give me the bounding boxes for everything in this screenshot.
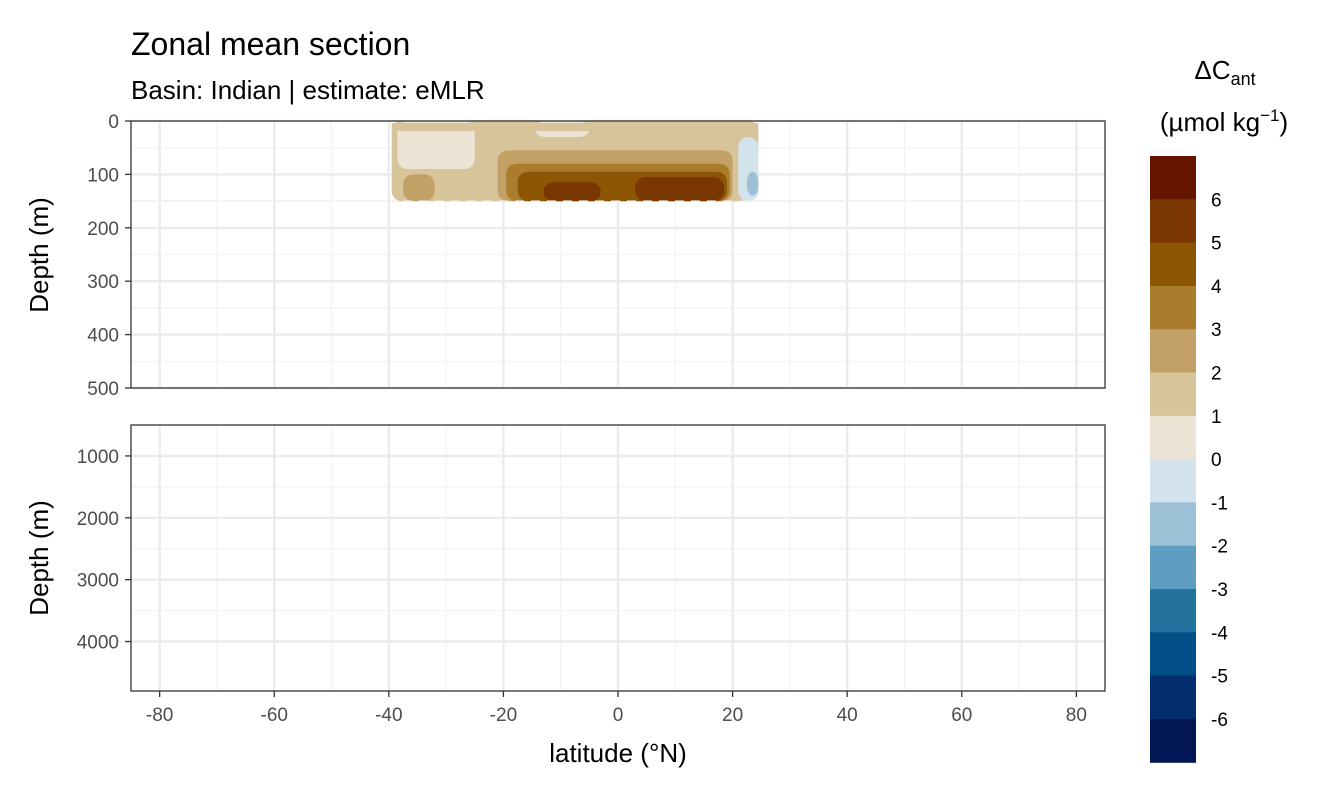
- y-tick-label: 300: [87, 272, 119, 293]
- y-tick-label: 2000: [77, 509, 119, 530]
- y-tick-label: 400: [87, 326, 119, 347]
- x-tick-label: -40: [375, 705, 402, 726]
- legend-swatch: [1150, 502, 1196, 547]
- legend-swatch: [1150, 285, 1196, 330]
- panel-border: [130, 120, 1106, 389]
- y-axis-label-upper: Depth (m): [24, 197, 54, 313]
- legend-swatch: [1150, 589, 1196, 633]
- legend-swatch: [1150, 459, 1196, 503]
- y-tick-label: 4000: [77, 633, 119, 654]
- legend-label: 6: [1211, 190, 1222, 211]
- y-tick-label: 0: [108, 112, 119, 133]
- legend-label: -6: [1211, 710, 1228, 731]
- x-tick-label: -80: [146, 705, 173, 726]
- legend-swatch: [1150, 199, 1196, 244]
- contour-band-level-2: [403, 174, 435, 202]
- legend-swatch: [1150, 675, 1196, 720]
- contour-band-level-5: [635, 177, 724, 202]
- y-axis-label-lower: Depth (m): [24, 500, 54, 616]
- contour-band-level-0: [397, 121, 475, 170]
- upper-depth-panel: 0 100 200 300 400 500: [87, 112, 1106, 400]
- legend-swatch: [1150, 242, 1196, 287]
- legend-label: 3: [1211, 320, 1222, 341]
- legend-swatch: [1150, 372, 1196, 417]
- legend-label: -1: [1211, 493, 1228, 514]
- legend-label: 5: [1211, 234, 1222, 255]
- y-tick-label: 500: [87, 379, 119, 400]
- legend-title-sub: ant: [1231, 69, 1256, 89]
- legend-swatch: [1150, 632, 1196, 677]
- legend-units-main: (µmol kg: [1160, 107, 1260, 137]
- legend-swatch: [1150, 329, 1196, 374]
- legend-title-main: ΔC: [1194, 55, 1230, 85]
- y-tick-label: 100: [87, 165, 119, 186]
- x-tick-label: 60: [951, 705, 972, 726]
- legend-label: -3: [1211, 580, 1228, 601]
- y-tick-label: 200: [87, 219, 119, 240]
- chart-title: Zonal mean section: [131, 26, 410, 62]
- legend-swatch: [1150, 718, 1196, 763]
- x-tick-label: 0: [613, 705, 624, 726]
- legend-units: (µmol kg−1): [1160, 106, 1288, 137]
- chart-subtitle: Basin: Indian | estimate: eMLR: [131, 75, 485, 105]
- color-legend: ΔCant (µmol kg−1) 6 5 4 3 2 1 0 -1 -2 -3 -4 -5 -6: [1150, 55, 1288, 763]
- legend-label: 0: [1211, 450, 1222, 471]
- legend-colorbar: [1150, 156, 1196, 763]
- legend-swatch: [1150, 545, 1196, 590]
- legend-label: 2: [1211, 364, 1222, 385]
- lower-depth-panel: 1000 2000 3000 4000 -80 -60 -40 -20 0 20 40 60 80: [77, 424, 1106, 726]
- legend-units-close: ): [1279, 107, 1288, 137]
- x-tick-label: 20: [722, 705, 743, 726]
- y-tick-label: 3000: [77, 571, 119, 592]
- contour-band-level-5: [543, 182, 601, 202]
- x-tick-label: -20: [490, 705, 517, 726]
- legend-label: -2: [1211, 537, 1228, 558]
- legend-swatch: [1150, 156, 1196, 200]
- legend-units-exp: −1: [1260, 106, 1279, 125]
- legend-labels: 6 5 4 3 2 1 0 -1 -2 -3 -4 -5 -6: [1211, 190, 1228, 731]
- legend-swatch: [1150, 415, 1196, 460]
- legend-title: ΔCant: [1194, 55, 1255, 89]
- legend-label: 4: [1211, 277, 1222, 298]
- x-axis-label: latitude (°N): [549, 738, 687, 768]
- legend-label: -4: [1211, 623, 1228, 644]
- y-tick-label: 1000: [77, 447, 119, 468]
- legend-label: -5: [1211, 667, 1228, 688]
- legend-label: 1: [1211, 407, 1222, 428]
- x-tick-label: -60: [261, 705, 288, 726]
- contour-band-level--2: [746, 171, 759, 196]
- x-tick-label: 40: [837, 705, 858, 726]
- x-tick-label: 80: [1066, 705, 1087, 726]
- section-top-edge: [391, 123, 759, 131]
